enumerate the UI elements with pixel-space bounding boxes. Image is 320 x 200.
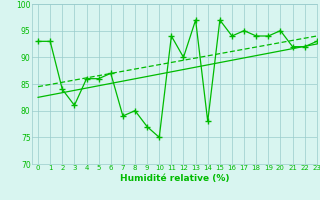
X-axis label: Humidité relative (%): Humidité relative (%) xyxy=(120,174,229,183)
